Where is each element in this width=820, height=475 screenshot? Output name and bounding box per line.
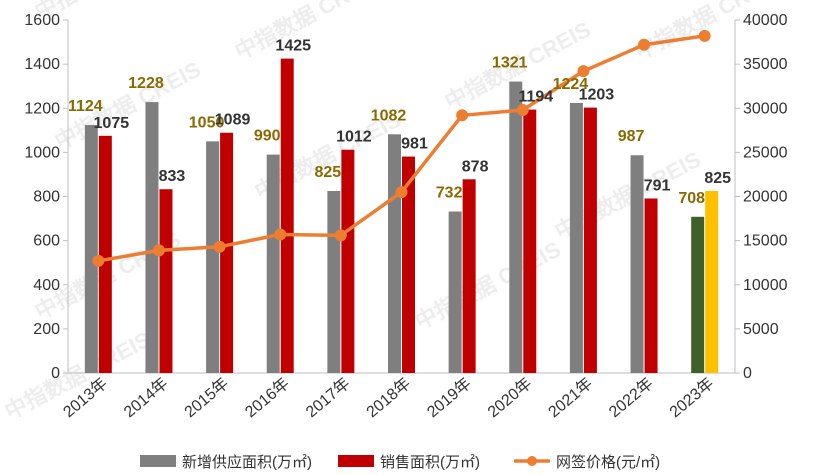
y-right-tick-label: 35000 — [743, 56, 788, 73]
price-point — [577, 65, 590, 78]
y-left-tick-label: 200 — [33, 321, 60, 338]
watermark-text: 中指数据 CREIS — [231, 0, 385, 64]
bar-supply — [448, 211, 462, 373]
price-point — [334, 229, 347, 242]
price-point — [638, 38, 651, 51]
bar-supply — [145, 102, 159, 373]
bar-supply — [388, 134, 401, 373]
y-right-tick-label: 10000 — [743, 277, 788, 294]
bar-supply — [691, 216, 705, 373]
y-right-tick-label: 5000 — [743, 321, 779, 338]
data-label-sales: 878 — [462, 158, 489, 175]
bar-sales — [583, 107, 597, 373]
bar-sales — [220, 132, 234, 373]
x-tick-label: 2022年 — [606, 374, 657, 421]
legend-swatch-price-marker — [527, 456, 537, 466]
price-point — [395, 186, 408, 199]
x-tick-label: 2019年 — [424, 374, 475, 421]
x-tick-label: 2020年 — [484, 374, 535, 421]
y-left-tick-label: 1000 — [24, 144, 60, 161]
y-left-tick-label: 600 — [33, 233, 60, 250]
x-tick-label: 2017年 — [302, 374, 353, 421]
data-label-sales: 1075 — [94, 115, 130, 132]
legend-swatch-sales — [338, 455, 374, 467]
price-point — [213, 240, 226, 253]
y-right-tick-label: 30000 — [743, 100, 788, 117]
price-line — [92, 29, 711, 267]
y-right-tick-label: 20000 — [743, 189, 788, 206]
bar-sales — [98, 135, 112, 373]
bar-sales — [705, 190, 719, 373]
data-label-supply: 1050 — [189, 114, 225, 131]
legend: 新增供应面积(万㎡) 销售面积(万㎡) 网签价格(元/㎡) — [140, 453, 660, 471]
data-label-supply: 987 — [618, 128, 645, 145]
bar-supply — [84, 125, 98, 373]
y-left-tick-label: 1400 — [24, 56, 60, 73]
watermark-text: 中指数据 CREIS — [411, 237, 565, 335]
y-left-tick-label: 1200 — [24, 100, 60, 117]
data-label-sales: 791 — [644, 177, 671, 194]
bar-sales — [341, 149, 355, 373]
y-left-tick-label: 0 — [51, 365, 60, 382]
data-label-supply: 1321 — [492, 55, 528, 72]
y-left-tick-label: 800 — [33, 189, 60, 206]
x-tick-label: 2015年 — [181, 374, 232, 421]
data-label-sales: 981 — [401, 136, 428, 153]
x-tick-label: 2021年 — [545, 374, 596, 421]
y-left-tick-label: 400 — [33, 277, 60, 294]
x-tick-label: 2016年 — [242, 374, 293, 421]
y-right-tick-label: 15000 — [743, 233, 788, 250]
data-label-supply: 732 — [436, 185, 463, 202]
bar-sales — [159, 189, 173, 373]
data-label-sales: 1425 — [275, 38, 311, 55]
data-label-sales: 1194 — [518, 89, 553, 106]
y-right-tick-label: 40000 — [743, 12, 788, 29]
price-point — [92, 254, 105, 267]
y-right-tick-label: 25000 — [743, 144, 788, 161]
price-point — [274, 228, 287, 241]
legend-swatch-supply — [140, 455, 176, 467]
bar-sales — [280, 58, 294, 373]
bar-sales — [402, 156, 415, 373]
y-right-tick-label: 0 — [743, 365, 752, 382]
data-label-sales: 1089 — [215, 112, 251, 129]
legend-label-sales: 销售面积(万㎡) — [380, 454, 480, 471]
bar-supply — [266, 154, 280, 373]
bar-sales — [523, 109, 537, 373]
price-point — [516, 104, 529, 117]
bar-sales — [462, 179, 476, 373]
data-label-sales: 1203 — [579, 87, 615, 104]
bar-supply — [206, 141, 220, 373]
bar-supply — [509, 81, 523, 373]
bar-sales — [644, 198, 658, 373]
x-tick-label: 2023年 — [666, 374, 717, 421]
price-point — [456, 109, 469, 122]
bars — [84, 58, 719, 373]
x-tick-label: 2018年 — [363, 374, 414, 421]
legend-label-supply: 新增供应面积(万㎡) — [182, 453, 312, 471]
bar-supply — [327, 190, 341, 373]
price-point — [698, 29, 711, 42]
bar-supply — [630, 155, 644, 373]
data-label-supply: 825 — [315, 164, 342, 181]
y-left-tick-label: 1600 — [24, 12, 60, 29]
data-label-supply: 1224 — [553, 76, 589, 93]
legend-label-price: 网签价格(元/㎡) — [556, 454, 660, 471]
bar-supply — [569, 102, 583, 373]
x-tick-label: 2014年 — [120, 374, 171, 421]
data-label-supply: 1228 — [128, 75, 164, 92]
data-label-supply: 708 — [678, 190, 705, 207]
data-label-supply: 1082 — [371, 107, 407, 124]
price-point — [152, 244, 165, 257]
data-label-sales: 833 — [159, 168, 186, 185]
data-label-sales: 825 — [704, 170, 731, 187]
data-label-sales: 1012 — [336, 129, 372, 146]
data-label-supply: 1124 — [68, 98, 103, 115]
data-label-supply: 990 — [254, 128, 281, 145]
